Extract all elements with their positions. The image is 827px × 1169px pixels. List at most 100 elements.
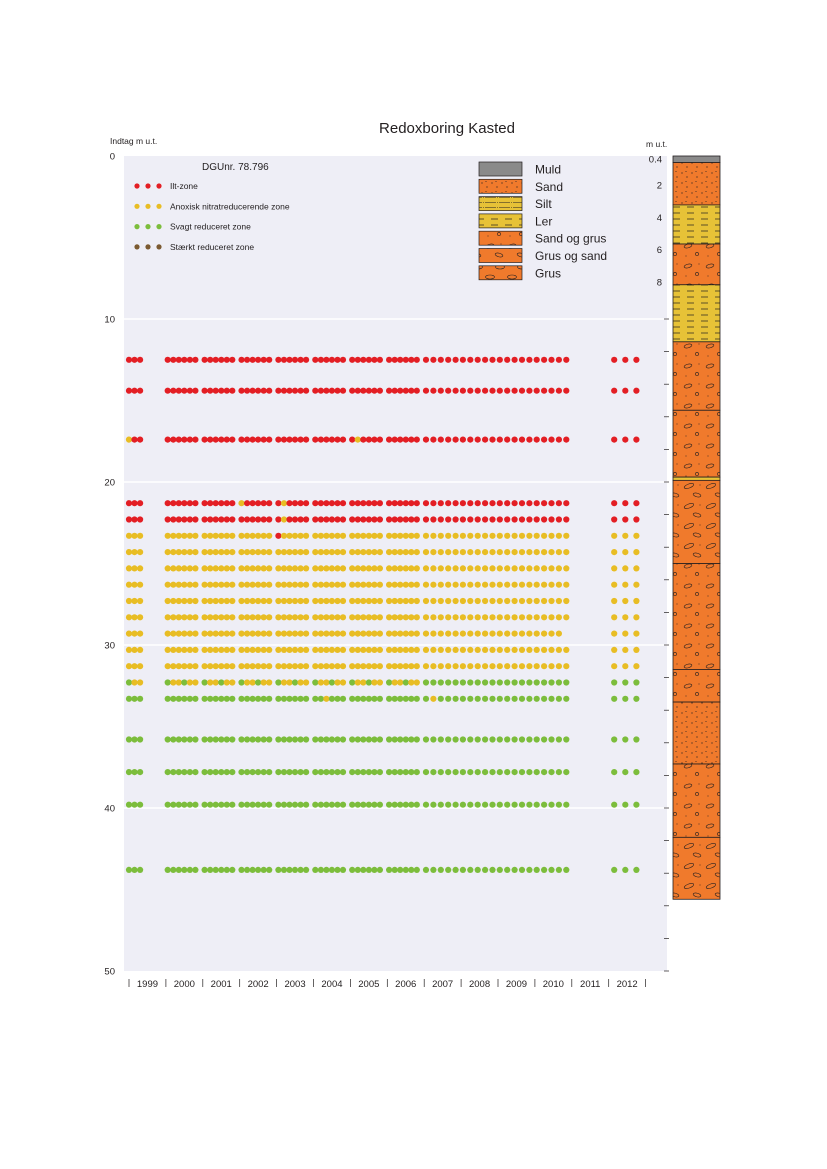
lithology-label: Silt	[535, 197, 552, 211]
data-point	[482, 356, 489, 363]
data-point	[323, 565, 330, 572]
data-point	[323, 581, 330, 588]
data-point	[474, 663, 481, 670]
data-point	[260, 581, 267, 588]
data-point	[181, 356, 188, 363]
data-point	[229, 736, 236, 743]
data-point	[181, 679, 188, 686]
data-point	[229, 565, 236, 572]
data-point	[408, 630, 415, 637]
data-point	[563, 646, 570, 654]
data-point	[212, 549, 219, 556]
data-point	[212, 679, 219, 686]
data-point	[548, 663, 555, 670]
data-point	[518, 630, 526, 637]
data-point	[504, 614, 511, 621]
data-point	[238, 769, 245, 776]
data-point	[445, 581, 452, 588]
column-layer	[672, 204, 721, 245]
data-point	[192, 565, 199, 572]
data-point	[238, 516, 245, 523]
data-point	[555, 500, 563, 507]
data-point	[430, 646, 437, 654]
data-point	[386, 679, 393, 686]
data-point	[482, 630, 489, 637]
data-point	[312, 387, 319, 394]
data-point	[249, 679, 256, 686]
data-point	[408, 769, 415, 776]
data-point	[303, 565, 310, 572]
data-point	[402, 597, 409, 605]
data-point	[422, 500, 430, 507]
data-point	[413, 646, 420, 654]
data-point	[408, 549, 415, 556]
data-point	[339, 801, 347, 808]
data-point	[555, 516, 563, 523]
data-point	[334, 866, 341, 874]
data-point	[482, 597, 489, 605]
data-point	[541, 356, 548, 363]
data-point	[555, 679, 563, 686]
data-point	[170, 565, 177, 572]
data-point	[482, 866, 489, 874]
data-point	[266, 356, 273, 363]
data-point	[518, 500, 526, 507]
data-point	[303, 695, 310, 702]
data-point	[459, 679, 466, 686]
data-point	[611, 679, 618, 686]
data-point	[452, 500, 459, 507]
data-point	[482, 646, 489, 654]
x-tick-label: 2003	[284, 979, 305, 990]
data-point	[181, 516, 188, 523]
data-point	[365, 565, 372, 572]
data-point	[386, 769, 393, 776]
data-point	[511, 866, 518, 874]
data-point	[371, 614, 378, 621]
data-point	[212, 387, 219, 394]
data-point	[125, 679, 133, 686]
data-point	[622, 565, 629, 572]
data-point	[371, 516, 378, 523]
data-point	[391, 549, 398, 556]
data-point	[482, 516, 489, 523]
data-point	[541, 549, 548, 556]
data-point	[297, 356, 304, 363]
data-point	[297, 866, 304, 874]
data-point	[328, 532, 335, 539]
data-point	[218, 646, 225, 654]
data-point	[459, 565, 466, 572]
data-point	[633, 500, 640, 507]
data-point	[489, 769, 496, 776]
data-point	[555, 581, 563, 588]
data-point	[354, 695, 361, 702]
data-point	[244, 356, 251, 363]
data-point	[452, 581, 459, 588]
data-point	[164, 614, 171, 621]
data-point	[275, 801, 282, 808]
data-point	[459, 387, 466, 394]
data-point	[452, 356, 459, 363]
data-point	[181, 549, 188, 556]
data-point	[164, 549, 171, 556]
data-point	[303, 356, 310, 363]
data-point	[249, 866, 256, 874]
data-point	[207, 565, 214, 572]
x-tick-label: 2010	[543, 979, 564, 990]
data-point	[413, 387, 420, 394]
data-point	[360, 565, 367, 572]
data-point	[548, 679, 555, 686]
data-point	[622, 500, 629, 507]
data-point	[452, 532, 459, 539]
data-point	[408, 581, 415, 588]
data-point	[437, 663, 444, 670]
data-point	[266, 436, 273, 443]
data-point	[192, 769, 199, 776]
data-point	[125, 866, 133, 874]
data-point	[402, 387, 409, 394]
data-point	[371, 630, 378, 637]
data-point	[349, 695, 356, 702]
data-point	[376, 581, 383, 588]
data-point	[445, 630, 452, 637]
data-point	[474, 630, 481, 637]
data-point	[430, 866, 437, 874]
